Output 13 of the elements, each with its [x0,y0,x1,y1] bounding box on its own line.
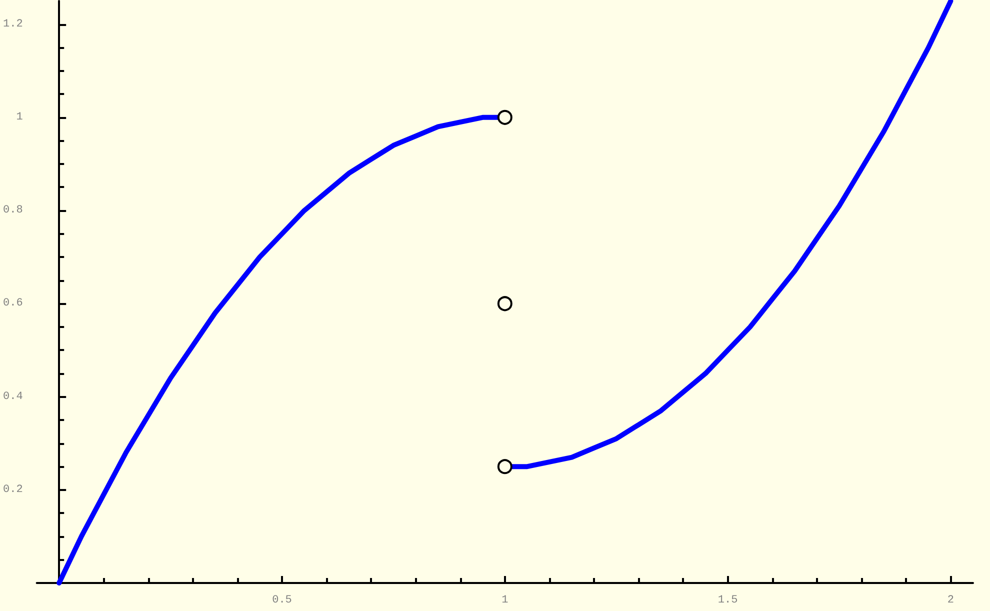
y-tick-label: 0.6 [2,298,23,310]
point [497,459,512,474]
x-tick-label: 1 [502,594,509,606]
x-tick-label: 0.5 [272,594,292,606]
y-tick-label: 0.2 [2,484,23,496]
x-tick-label: 2 [947,594,954,606]
x-tick-label: 1.5 [718,594,738,606]
y-tick-label: 1 [16,111,24,124]
y-tick-label: 0.4 [2,390,24,403]
point [497,296,512,312]
y-tick-label: 0.8 [2,204,23,217]
y-tick-label: 1.2 [2,18,23,30]
point [497,110,512,125]
